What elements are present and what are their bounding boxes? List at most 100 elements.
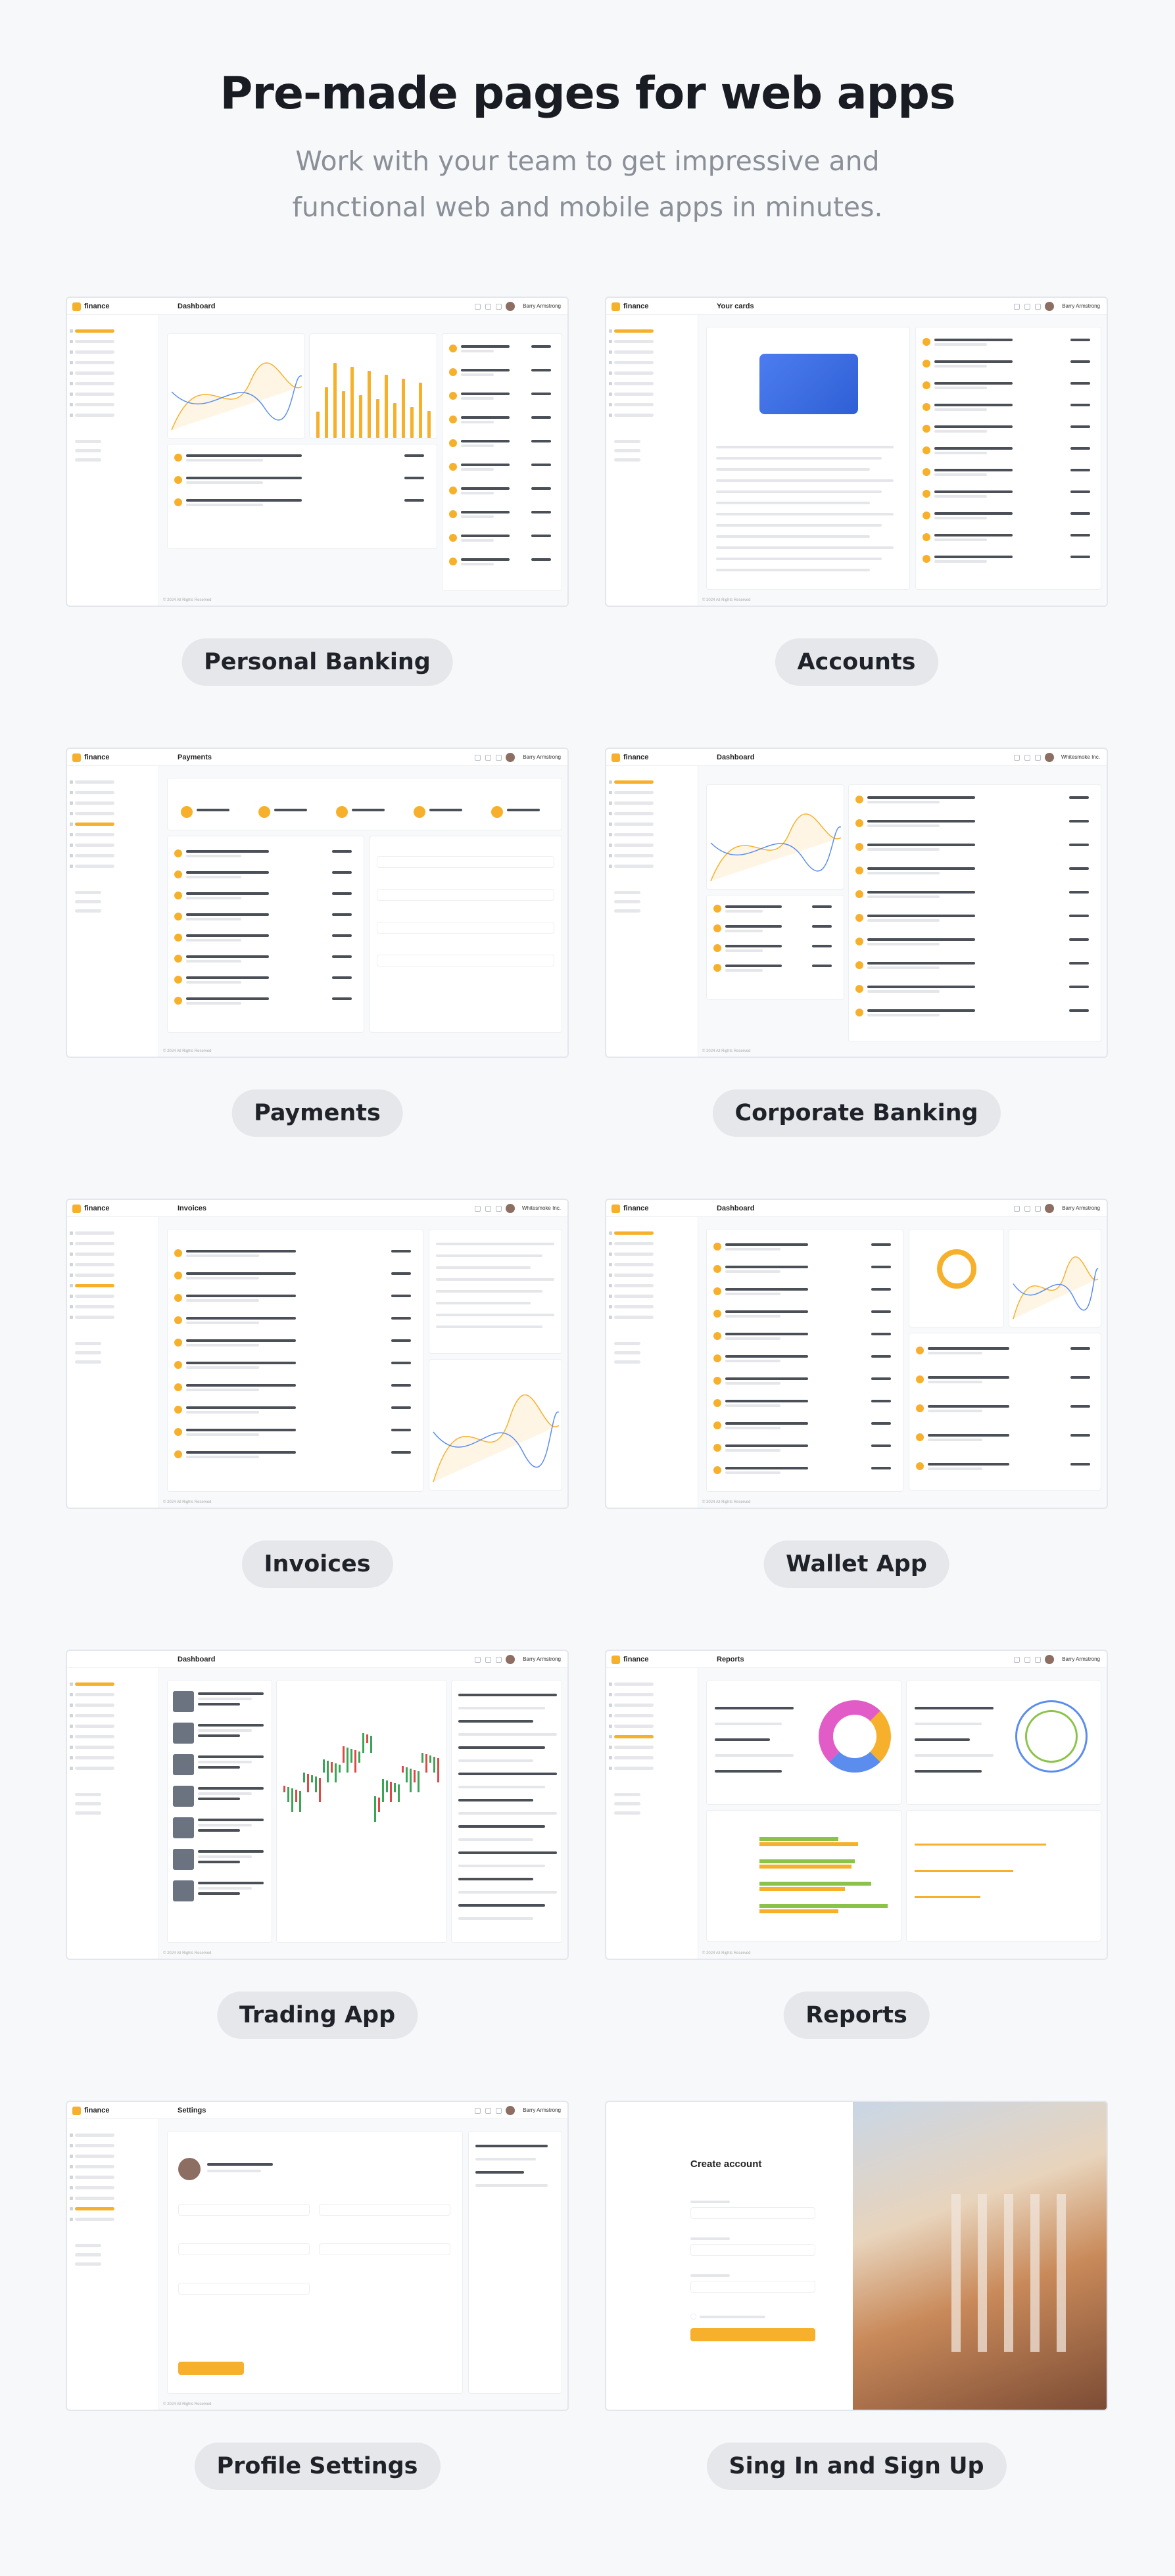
nav-item <box>75 1316 114 1319</box>
toolbar-icon <box>496 1657 502 1663</box>
nav-icon <box>70 1756 73 1759</box>
screenshot-preview[interactable]: finance Invoices Whitesmoke Inc. © 2024 All… <box>66 1199 569 1509</box>
screenshot-preview[interactable]: finance Payments Barry Armstrong © 2024 All… <box>66 748 569 1058</box>
showcase-card[interactable]: finance Reports Barry Armstrong © 2024 All … <box>605 1650 1108 2039</box>
candle <box>287 1787 289 1802</box>
nav-icon <box>609 393 612 396</box>
row-sub <box>928 1439 982 1441</box>
nav-icon <box>609 780 612 784</box>
row-sub <box>186 1002 241 1005</box>
card-label[interactable]: Payments <box>231 1089 403 1137</box>
showcase-card[interactable]: finance Dashboard Whitesmoke Inc. © 2024 Al… <box>605 748 1108 1137</box>
screenshot-preview[interactable]: financeCreate account <box>605 2101 1108 2411</box>
screenshot-preview[interactable]: finance Dashboard Barry Armstrong © 2024 Al… <box>605 1199 1108 1509</box>
showcase-card[interactable]: financeCreate account Sing In and Sign Up <box>605 2101 1108 2490</box>
row-value <box>871 1333 891 1335</box>
donut <box>819 1700 891 1773</box>
candle <box>366 1734 368 1743</box>
card-label[interactable]: Sing In and Sign Up <box>706 2443 1007 2490</box>
nav-icon <box>70 1242 73 1245</box>
row-value <box>1070 490 1090 493</box>
row-value <box>1070 339 1090 341</box>
row-sub <box>186 1389 259 1391</box>
row-icon <box>449 345 457 352</box>
placeholder-line <box>715 1754 794 1757</box>
nav-item <box>614 823 654 826</box>
showcase-card[interactable]: finance Your cards Barry Armstrong © 2024 A… <box>605 297 1108 686</box>
footer-copyright: © 2024 All Rights Reserved <box>702 598 751 602</box>
screenshot-preview[interactable]: finance Dashboard Barry Armstrong © 2024 Al… <box>66 297 569 607</box>
candle <box>331 1762 333 1773</box>
row-value <box>871 1310 891 1313</box>
placeholder-line <box>198 1824 252 1826</box>
placeholder-line <box>198 1734 240 1737</box>
showcase-card[interactable]: finance Invoices Whitesmoke Inc. © 2024 All… <box>66 1199 569 1588</box>
row-title <box>867 891 976 894</box>
card-label[interactable]: Accounts <box>775 638 938 686</box>
row-sub <box>186 981 241 984</box>
row-title <box>725 925 782 928</box>
showcase-card[interactable]: Dashboard Barry Armstrong © 2024 All Right… <box>66 1650 569 2039</box>
nav-item <box>614 780 654 784</box>
showcase-card[interactable]: finance Dashboard Barry Armstrong © 2024 Al… <box>66 297 569 686</box>
placeholder-line <box>436 1290 542 1293</box>
placeholder-line <box>458 1891 557 1894</box>
row-title <box>928 1463 1009 1466</box>
screenshot-preview[interactable]: Dashboard Barry Armstrong © 2024 All Right… <box>66 1650 569 1960</box>
nav-icon <box>70 833 73 836</box>
card-label[interactable]: Wallet App <box>763 1540 949 1588</box>
showcase-card[interactable]: finance Settings Barry Armstrong © 2024 All… <box>66 2101 569 2490</box>
row-icon <box>449 487 457 494</box>
row-icon <box>916 1347 924 1354</box>
showcase-card[interactable]: finance Payments Barry Armstrong © 2024 All… <box>66 748 569 1137</box>
card-label[interactable]: Profile Settings <box>194 2443 441 2490</box>
template-name <box>507 809 540 811</box>
screenshot-preview[interactable]: finance Settings Barry Armstrong © 2024 All… <box>66 2101 569 2411</box>
row-title <box>186 1384 296 1387</box>
placeholder-line <box>716 558 882 560</box>
nav-item <box>614 329 654 333</box>
showcase-card[interactable]: finance Dashboard Barry Armstrong © 2024 Al… <box>605 1199 1108 1588</box>
card-label[interactable]: Corporate Banking <box>712 1089 1001 1137</box>
screen-title: Dashboard <box>717 1205 755 1212</box>
screen-title: Dashboard <box>717 753 755 761</box>
nav-item <box>614 1316 654 1319</box>
screenshot-preview[interactable]: finance Dashboard Whitesmoke Inc. © 2024 Al… <box>605 748 1108 1058</box>
row-sub <box>934 538 987 541</box>
providers-panel <box>167 836 364 1033</box>
nav-item <box>614 791 654 794</box>
card-label[interactable]: Trading App <box>216 1992 418 2039</box>
nav-icon <box>609 1682 612 1686</box>
row-icon <box>855 914 863 922</box>
avatar <box>178 2158 201 2180</box>
page-title: Pre-made pages for web apps <box>220 68 956 120</box>
placeholder-line <box>198 1861 240 1863</box>
screen-title: Dashboard <box>178 1656 216 1663</box>
brand-name: finance <box>84 753 110 761</box>
card-label[interactable]: Personal Banking <box>181 638 453 686</box>
nav-icon <box>70 2197 73 2200</box>
nav-icon <box>70 2218 73 2221</box>
chart-bar <box>376 399 379 438</box>
nav-item <box>75 801 114 805</box>
row-icon <box>174 1316 182 1324</box>
screenshot-preview[interactable]: finance Reports Barry Armstrong © 2024 All … <box>605 1650 1108 1960</box>
card-label[interactable]: Reports <box>783 1992 930 2039</box>
row-value <box>871 1355 891 1358</box>
screenshot-preview[interactable]: finance Your cards Barry Armstrong © 2024 A… <box>605 297 1108 607</box>
terms-text <box>700 2316 765 2318</box>
card-label[interactable]: Invoices <box>241 1540 393 1588</box>
row-title <box>186 1429 296 1431</box>
placeholder-line <box>715 1723 782 1725</box>
row-title <box>461 558 510 561</box>
row-value <box>391 1362 411 1364</box>
row-icon <box>916 1404 924 1412</box>
row-title <box>186 850 269 853</box>
placeholder-line <box>436 1302 531 1304</box>
row-title <box>928 1376 1009 1379</box>
nav-item <box>614 833 654 836</box>
nav-icon <box>70 1284 73 1287</box>
row-title <box>867 962 976 965</box>
placeholder-line <box>915 1754 994 1757</box>
placeholder-line <box>436 1254 542 1257</box>
